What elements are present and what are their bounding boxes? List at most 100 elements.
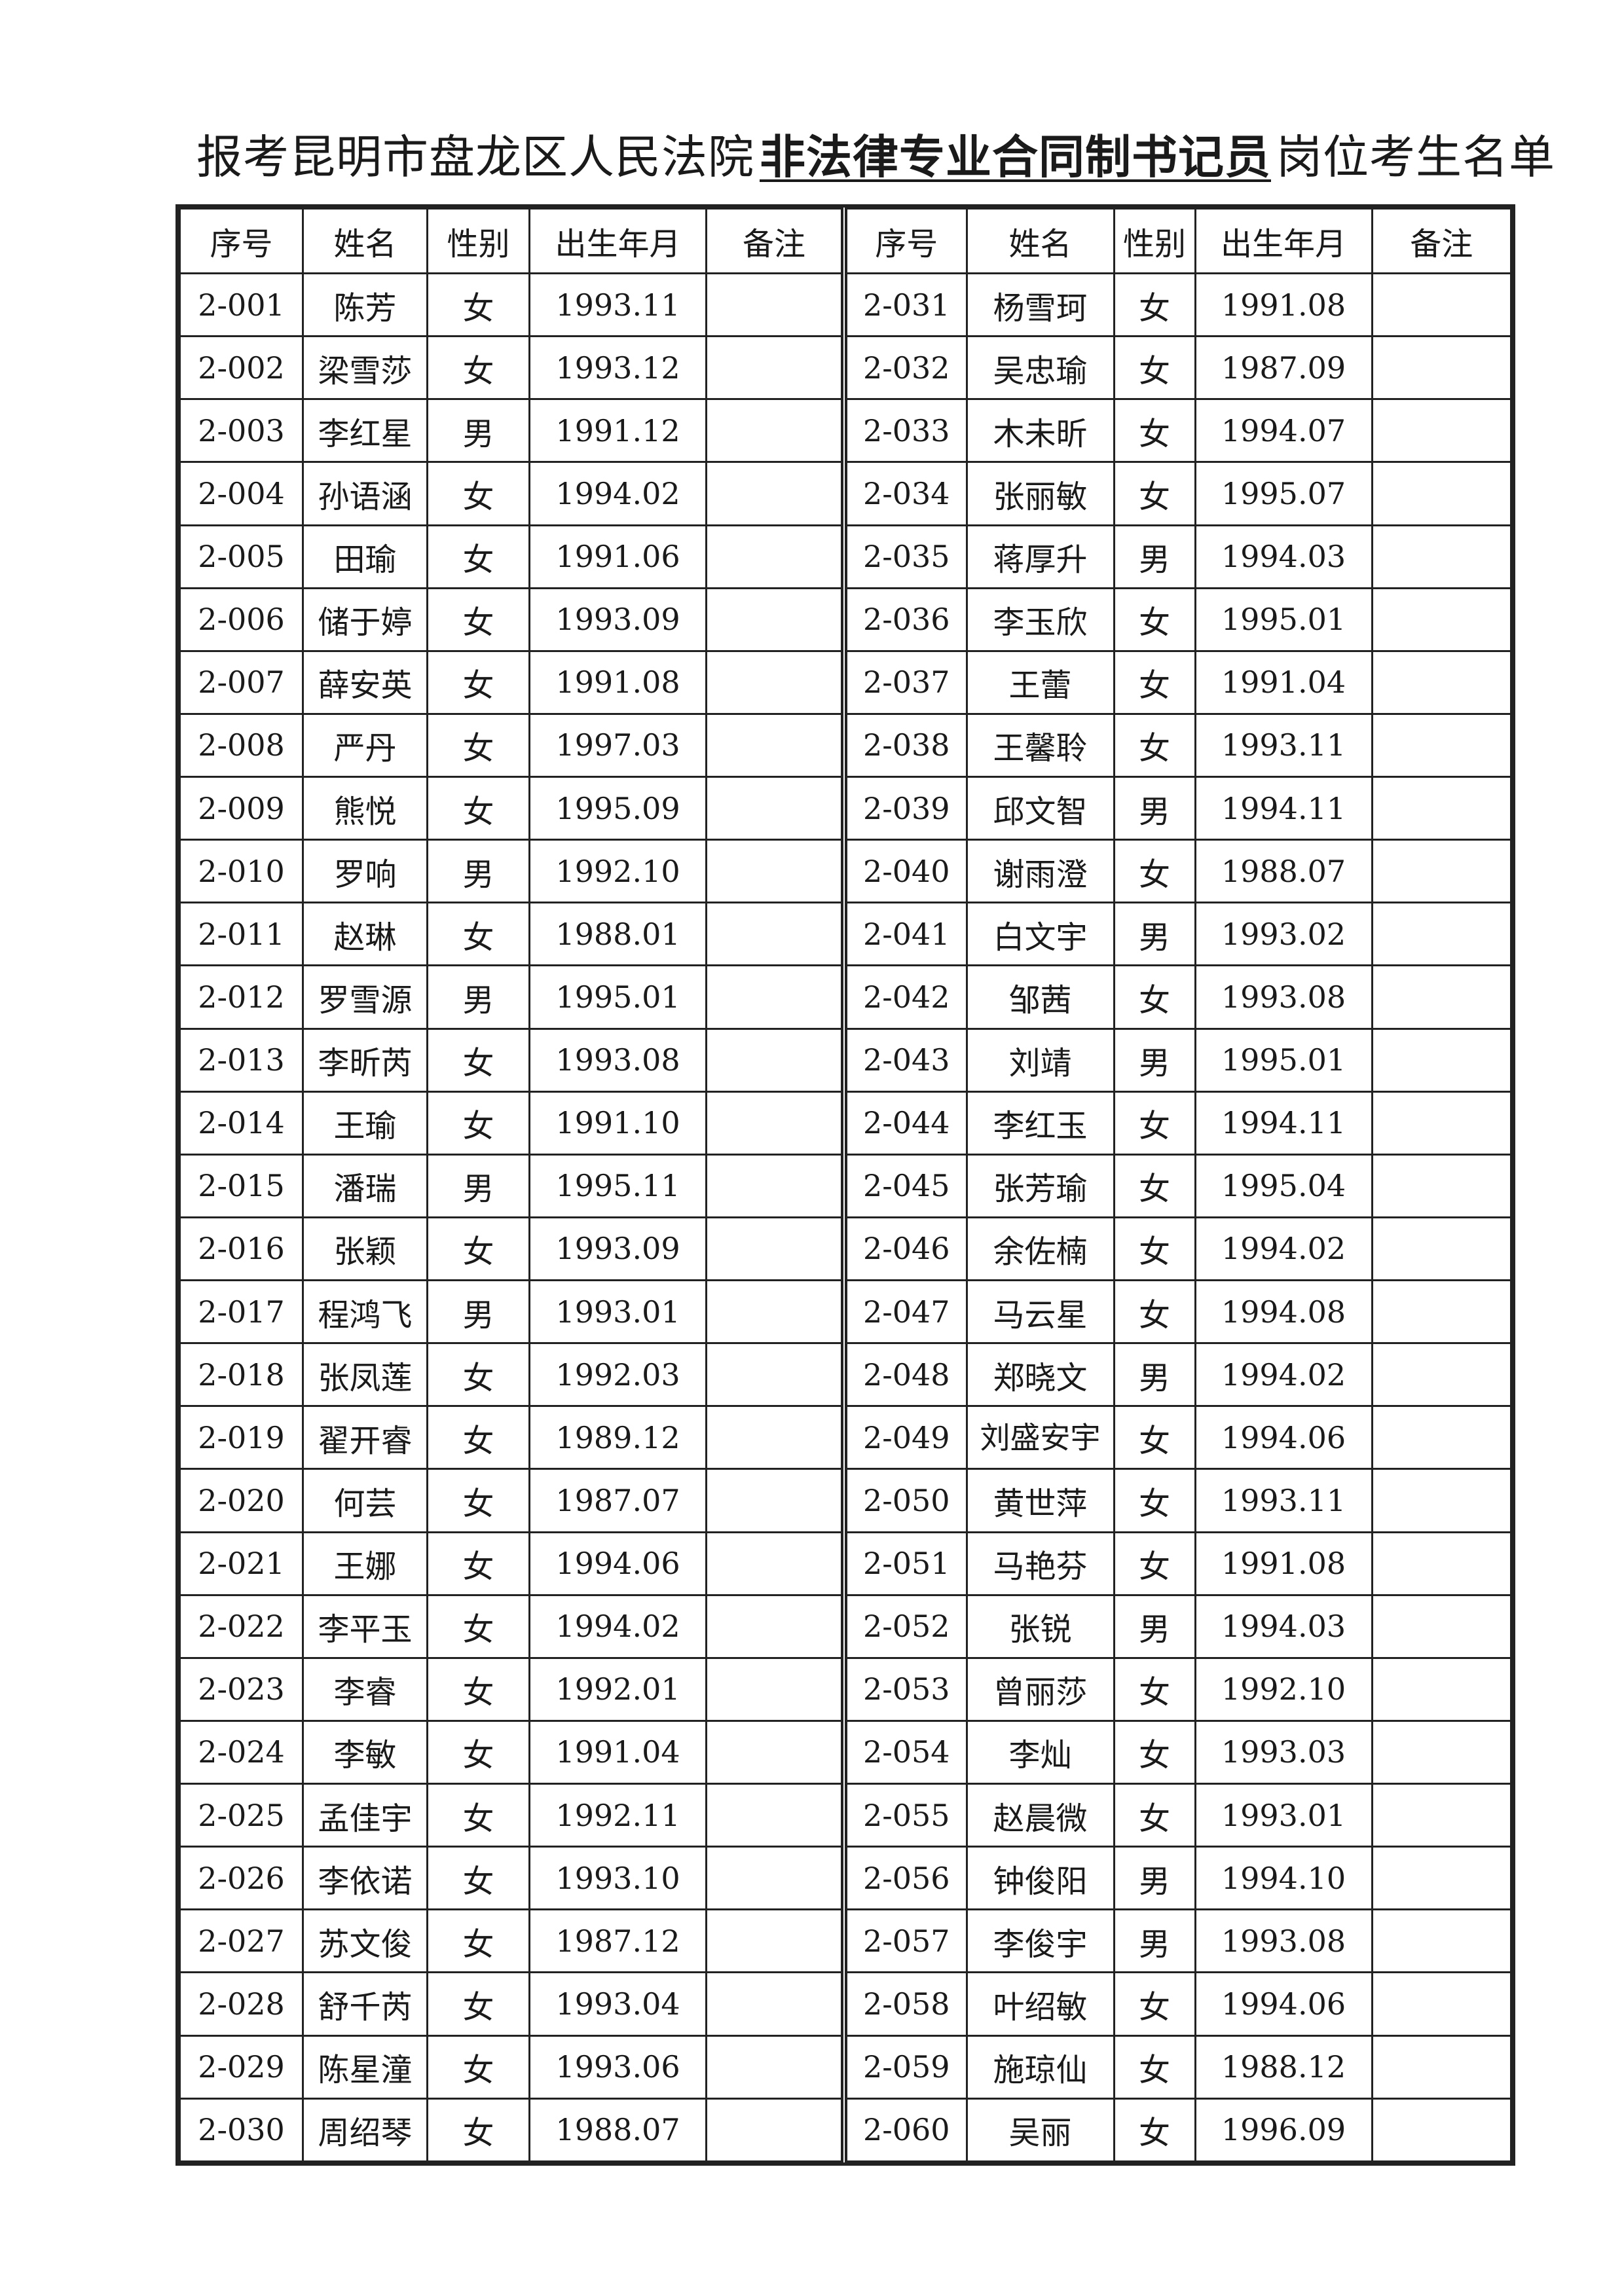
cell-birth: 1991.04	[528, 1719, 707, 1785]
cell-no: 2-048	[845, 1342, 968, 1408]
cell-note	[705, 1846, 843, 1911]
cell-name: 罗雪源	[302, 964, 428, 1030]
cell-note	[705, 335, 843, 401]
cell-birth: 1993.03	[1194, 1719, 1373, 1785]
table-row: 2-021 王娜女 1994.06	[179, 1531, 843, 1596]
cell-name: 谢雨澄	[965, 839, 1115, 904]
cell-gender: 女	[1113, 1090, 1196, 1156]
cell-name: 孟佳宇	[302, 1782, 428, 1848]
table-row: 2-004 孙语涵女 1994.02	[179, 461, 843, 526]
cell-gender: 女	[1113, 1719, 1196, 1785]
cell-no: 2-011	[179, 902, 304, 967]
cell-birth: 1993.11	[1194, 1468, 1373, 1533]
table-row: 2-055 赵晨微女 1993.01	[845, 1782, 1512, 1848]
cell-gender: 女	[1113, 2097, 1196, 2163]
table-row: 2-009 熊悦女 1995.09	[179, 775, 843, 841]
cell-birth: 1997.03	[528, 712, 707, 778]
cell-note	[1371, 1846, 1512, 1911]
cell-note	[1371, 649, 1512, 715]
cell-gender: 女	[1113, 1531, 1196, 1596]
table-row: 2-058 叶绍敏女 1994.06	[845, 1971, 1512, 2037]
cell-note	[1371, 1468, 1512, 1533]
table-row: 2-039 邱文智男 1994.11	[845, 775, 1512, 841]
table-row: 2-056 钟俊阳男 1994.10	[845, 1846, 1512, 1911]
cell-gender: 女	[426, 1971, 530, 2037]
header-name: 姓名	[302, 208, 428, 274]
cell-gender: 女	[1113, 272, 1196, 338]
cell-note	[1371, 398, 1512, 464]
cell-gender: 女	[426, 775, 530, 841]
cell-no: 2-021	[179, 1531, 304, 1596]
cell-no: 2-009	[179, 775, 304, 841]
cell-note	[705, 398, 843, 464]
cell-name: 张颖	[302, 1216, 428, 1282]
cell-note	[1371, 839, 1512, 904]
table-row: 2-025 孟佳宇女 1992.11	[179, 1782, 843, 1848]
cell-gender: 女	[1113, 335, 1196, 401]
cell-no: 2-025	[179, 1782, 304, 1848]
cell-no: 2-014	[179, 1090, 304, 1156]
cell-note	[1371, 1719, 1512, 1785]
cell-no: 2-005	[179, 524, 304, 589]
table-row: 2-038 王馨聆女 1993.11	[845, 712, 1512, 778]
cell-no: 2-010	[179, 839, 304, 904]
cell-gender: 女	[1113, 1782, 1196, 1848]
cell-no: 2-042	[845, 964, 968, 1030]
cell-birth: 1988.07	[528, 2097, 707, 2163]
cell-no: 2-044	[845, 1090, 968, 1156]
table-row: 2-017 程鸿飞男 1993.01	[179, 1279, 843, 1345]
cell-gender: 女	[426, 1468, 530, 1533]
cell-name: 苏文俊	[302, 1908, 428, 1974]
table-body: 2-031 杨雪珂女 1991.08 2-032 吴忠瑜女 1987.09 2-033 木未昕…	[845, 272, 1512, 2163]
table-row: 2-022 李平玉女 1994.02	[179, 1594, 843, 1659]
cell-note	[705, 1719, 843, 1785]
cell-no: 2-026	[179, 1846, 304, 1911]
cell-birth: 1992.10	[1194, 1656, 1373, 1722]
cell-gender: 男	[1113, 1846, 1196, 1911]
cell-note	[705, 1468, 843, 1533]
cell-note	[705, 1279, 843, 1345]
header-no: 序号	[179, 208, 304, 274]
table-row: 2-003 李红星男 1991.12	[179, 398, 843, 464]
table-row: 2-041 白文宇男 1993.02	[845, 902, 1512, 967]
cell-name: 潘瑞	[302, 1153, 428, 1218]
cell-name: 王瑜	[302, 1090, 428, 1156]
table-row: 2-026 李依诺女 1993.10	[179, 1846, 843, 1911]
cell-no: 2-030	[179, 2097, 304, 2163]
cell-birth: 1995.07	[1194, 461, 1373, 526]
cell-name: 吴忠瑜	[965, 335, 1115, 401]
cell-name: 邹茜	[965, 964, 1115, 1030]
cell-birth: 1993.01	[1194, 1782, 1373, 1848]
cell-birth: 1989.12	[528, 1405, 707, 1470]
table-row: 2-037 王蕾女 1991.04	[845, 649, 1512, 715]
cell-name: 黄世萍	[965, 1468, 1115, 1533]
cell-name: 赵琳	[302, 902, 428, 967]
cell-no: 2-007	[179, 649, 304, 715]
table-row: 2-032 吴忠瑜女 1987.09	[845, 335, 1512, 401]
cell-gender: 男	[1113, 1027, 1196, 1093]
cell-note	[705, 1594, 843, 1659]
cell-birth: 1994.06	[528, 1531, 707, 1596]
table-row: 2-035 蒋厚升男 1994.03	[845, 524, 1512, 589]
table-row: 2-049 刘盛安宇女 1994.06	[845, 1405, 1512, 1470]
cell-birth: 1988.07	[1194, 839, 1373, 904]
cell-gender: 女	[1113, 1971, 1196, 2037]
cell-no: 2-037	[845, 649, 968, 715]
cell-no: 2-024	[179, 1719, 304, 1785]
table-row: 2-042 邹茜女 1993.08	[845, 964, 1512, 1030]
table-row: 2-051 马艳芬女 1991.08	[845, 1531, 1512, 1596]
table-row: 2-012 罗雪源男 1995.01	[179, 964, 843, 1030]
cell-note	[705, 1405, 843, 1470]
header-birth: 出生年月	[1194, 208, 1373, 274]
cell-no: 2-056	[845, 1846, 968, 1911]
cell-note	[705, 1908, 843, 1974]
cell-note	[705, 1971, 843, 2037]
table-row: 2-057 李俊宇男 1993.08	[845, 1908, 1512, 1974]
cell-note	[1371, 272, 1512, 338]
cell-gender: 女	[426, 2034, 530, 2100]
cell-birth: 1992.03	[528, 1342, 707, 1408]
title-suffix: 岗位考生名单	[1276, 130, 1555, 184]
header-row: 序号 姓名 性别 出生年月 备注	[845, 208, 1512, 274]
table-row: 2-015 潘瑞男 1995.11	[179, 1153, 843, 1218]
table-body: 2-001 陈芳女 1993.11 2-002 梁雪莎女 1993.12 2-003 李红星男…	[179, 272, 843, 2163]
